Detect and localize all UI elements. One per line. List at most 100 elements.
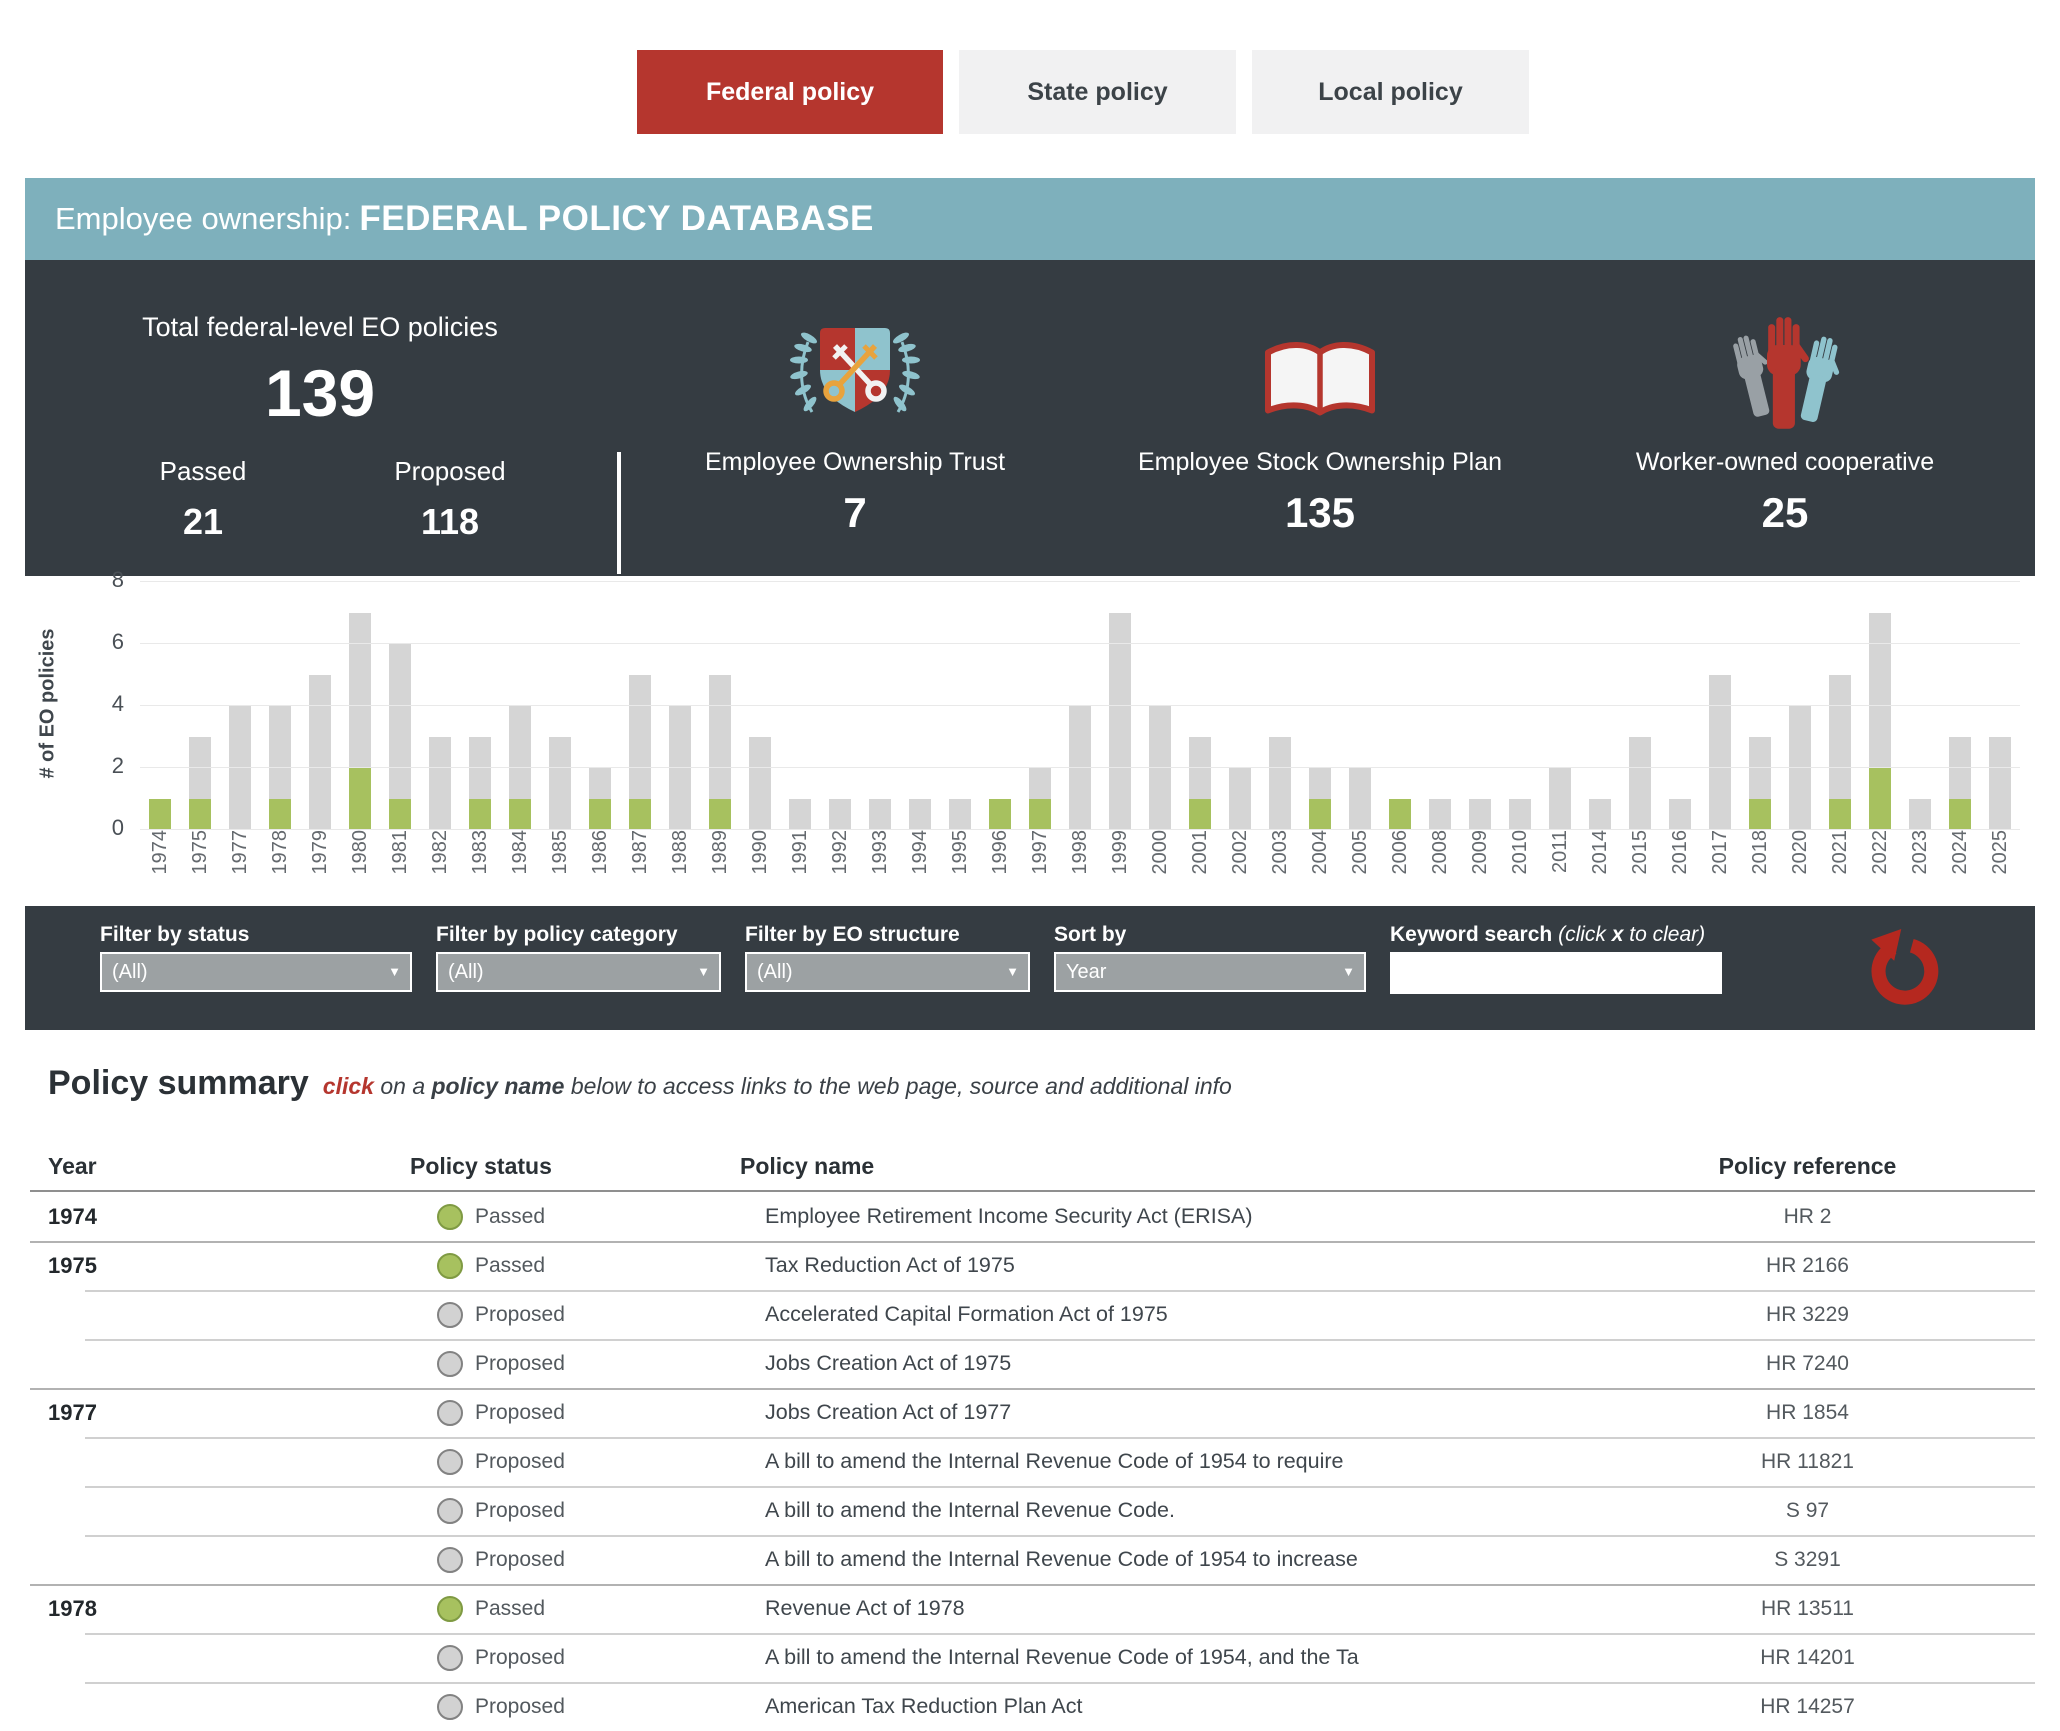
bar-2001[interactable]: [1180, 582, 1220, 830]
reset-filters-button[interactable]: [1859, 922, 1947, 1030]
x-tick-label: 2002: [1229, 830, 1251, 875]
bar-2024[interactable]: [1940, 582, 1980, 830]
col-header-name: Policy name: [740, 1152, 875, 1179]
bar-1983[interactable]: [460, 582, 500, 830]
table-row: Proposed A bill to amend the Internal Rev…: [30, 1633, 2035, 1682]
keyword-search-input[interactable]: [1390, 952, 1722, 994]
x-slot: 1989: [700, 830, 740, 906]
x-slot: 1974: [140, 830, 180, 906]
cell-policy-name[interactable]: A bill to amend the Internal Revenue Cod…: [765, 1645, 1359, 1669]
bar-1995[interactable]: [940, 582, 980, 830]
esop-stat: Employee Stock Ownership Plan 135: [1070, 260, 1570, 576]
filter-dropdown[interactable]: (All) ▼: [745, 952, 1030, 992]
bar-1996[interactable]: [980, 582, 1020, 830]
bar-2025[interactable]: [1980, 582, 2020, 830]
cell-policy-name[interactable]: Accelerated Capital Formation Act of 197…: [765, 1302, 1168, 1326]
cell-policy-name[interactable]: Tax Reduction Act of 1975: [765, 1253, 1015, 1277]
open-book-icon: [1070, 260, 1570, 432]
bar-1990[interactable]: [740, 582, 780, 830]
bar-1975[interactable]: [180, 582, 220, 830]
bar-1981[interactable]: [380, 582, 420, 830]
x-tick-label: 2011: [1549, 830, 1571, 874]
bar-2011[interactable]: [1540, 582, 1580, 830]
tab-federal-policy[interactable]: Federal policy: [637, 50, 943, 134]
gridline: [140, 643, 2020, 644]
bar-1993[interactable]: [860, 582, 900, 830]
cell-policy-name[interactable]: Employee Retirement Income Security Act …: [765, 1204, 1253, 1228]
bar-2010[interactable]: [1500, 582, 1540, 830]
bar-1999[interactable]: [1100, 582, 1140, 830]
bar-2004[interactable]: [1300, 582, 1340, 830]
chart-bars: [140, 582, 2020, 830]
bar-1998[interactable]: [1060, 582, 1100, 830]
col-header-status: Policy status: [410, 1152, 552, 1179]
cell-policy-name[interactable]: Revenue Act of 1978: [765, 1596, 965, 1620]
bar-2018[interactable]: [1740, 582, 1780, 830]
bar-segment-passed: [1749, 799, 1771, 830]
cell-policy-name[interactable]: American Tax Reduction Plan Act: [765, 1694, 1083, 1718]
tab-state-policy[interactable]: State policy: [959, 50, 1236, 134]
bar-1986[interactable]: [580, 582, 620, 830]
cell-policy-name[interactable]: A bill to amend the Internal Revenue Cod…: [765, 1449, 1344, 1473]
bar-2009[interactable]: [1460, 582, 1500, 830]
x-tick-label: 2016: [1669, 830, 1691, 875]
x-tick-label: 1978: [269, 830, 291, 875]
bar-1980[interactable]: [340, 582, 380, 830]
bar-1994[interactable]: [900, 582, 940, 830]
bar-1978[interactable]: [260, 582, 300, 830]
status-label: Proposed: [475, 1351, 565, 1375]
bar-2017[interactable]: [1700, 582, 1740, 830]
cell-policy-name[interactable]: A bill to amend the Internal Revenue Cod…: [765, 1498, 1175, 1522]
bar-2015[interactable]: [1620, 582, 1660, 830]
x-tick-label: 1991: [789, 830, 811, 875]
bar-1974[interactable]: [140, 582, 180, 830]
status-proposed-icon: [437, 1399, 463, 1426]
x-tick-label: 1986: [589, 830, 611, 875]
bar-1977[interactable]: [220, 582, 260, 830]
filter-dropdown[interactable]: Year ▼: [1054, 952, 1366, 992]
cell-policy-name[interactable]: A bill to amend the Internal Revenue Cod…: [765, 1547, 1358, 1571]
bar-segment-proposed: [1429, 799, 1451, 830]
cell-policy-reference: HR 11821: [1760, 1449, 1854, 1473]
bar-segment-proposed: [189, 737, 211, 799]
bar-2006[interactable]: [1380, 582, 1420, 830]
bar-2023[interactable]: [1900, 582, 1940, 830]
bar-segment-proposed: [1909, 799, 1931, 830]
x-tick-label: 2005: [1349, 830, 1371, 875]
bar-1991[interactable]: [780, 582, 820, 830]
status-passed-icon: [437, 1252, 463, 1279]
bar-1987[interactable]: [620, 582, 660, 830]
bar-1988[interactable]: [660, 582, 700, 830]
bar-1992[interactable]: [820, 582, 860, 830]
bar-1979[interactable]: [300, 582, 340, 830]
cell-status: Proposed: [410, 1693, 735, 1720]
keyword-search-group: Keyword search (click x to clear): [1390, 920, 1722, 1030]
bar-2005[interactable]: [1340, 582, 1380, 830]
x-tick-label: 1981: [389, 830, 411, 875]
status-label: Passed: [475, 1253, 546, 1277]
bar-segment-proposed: [789, 799, 811, 830]
tab-local-policy[interactable]: Local policy: [1252, 50, 1529, 134]
bar-1982[interactable]: [420, 582, 460, 830]
table-row: 1977 Proposed Jobs Creation Act of 1977 HR …: [30, 1388, 2035, 1437]
bar-2008[interactable]: [1420, 582, 1460, 830]
filter-dropdown[interactable]: (All) ▼: [436, 952, 721, 992]
bar-2020[interactable]: [1780, 582, 1820, 830]
bar-1984[interactable]: [500, 582, 540, 830]
status-proposed-icon: [437, 1448, 463, 1475]
row-separator: [85, 1290, 2035, 1292]
bar-2000[interactable]: [1140, 582, 1180, 830]
cell-policy-name[interactable]: Jobs Creation Act of 1975: [765, 1351, 1012, 1375]
bar-2022[interactable]: [1860, 582, 1900, 830]
filter-dropdown[interactable]: (All) ▼: [100, 952, 412, 992]
cell-policy-name[interactable]: Jobs Creation Act of 1977: [765, 1400, 1012, 1424]
bar-1989[interactable]: [700, 582, 740, 830]
bar-2014[interactable]: [1580, 582, 1620, 830]
bar-1997[interactable]: [1020, 582, 1060, 830]
bar-2003[interactable]: [1260, 582, 1300, 830]
x-tick-label: 2006: [1389, 830, 1411, 875]
bar-2002[interactable]: [1220, 582, 1260, 830]
bar-2016[interactable]: [1660, 582, 1700, 830]
bar-2021[interactable]: [1820, 582, 1860, 830]
bar-1985[interactable]: [540, 582, 580, 830]
